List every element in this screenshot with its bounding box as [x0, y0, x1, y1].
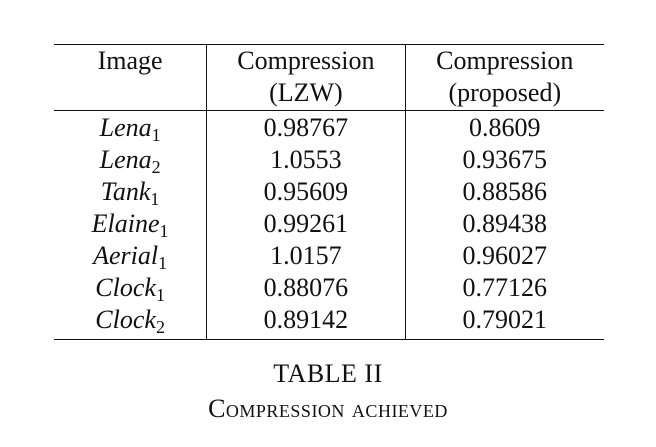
header-proposed: Compression (proposed)	[404, 44, 604, 111]
image-name: Lena	[99, 113, 152, 142]
image-name: Elaine	[91, 209, 160, 238]
image-name-cell: Aerial1	[54, 240, 207, 272]
header-image: Image	[54, 45, 207, 111]
header-lzw-line1: Compression	[237, 46, 375, 75]
table-caption: Compression achieved	[208, 394, 448, 423]
header-proposed-line2: (proposed)	[448, 78, 562, 107]
image-index: 1	[159, 221, 169, 241]
header-proposed-line1: Compression	[436, 46, 574, 75]
table-number: TABLE II	[273, 359, 383, 388]
header-row: Image Compression (LZW) Compression (pro…	[54, 44, 604, 111]
proposed-value-cell: 0.96027	[404, 240, 604, 272]
image-name: Aerial	[93, 241, 159, 270]
image-name-cell: Elaine1	[54, 208, 207, 240]
compression-table: Image Compression (LZW) Compression (pro…	[54, 44, 604, 340]
lzw-value-cell: 1.0553	[206, 144, 406, 176]
header-image-line1: Image	[97, 46, 163, 75]
table-row: Lena1 0.98767 0.8609	[54, 110, 604, 145]
header-lzw-line2: (LZW)	[269, 78, 343, 107]
lzw-value-cell: 0.98767	[206, 110, 406, 144]
image-index: 1	[158, 253, 168, 273]
image-name-cell: Clock2	[54, 304, 207, 340]
image-name: Clock	[95, 305, 156, 334]
proposed-value-cell: 0.79021	[404, 304, 604, 340]
image-name-cell: Lena2	[54, 144, 207, 176]
image-index: 1	[151, 125, 161, 145]
lzw-value-cell: 0.99261	[206, 208, 406, 240]
image-name-cell: Clock1	[54, 272, 207, 304]
image-name-cell: Lena1	[54, 111, 207, 145]
image-name: Tank	[100, 177, 151, 206]
proposed-value-cell: 0.89438	[404, 208, 604, 240]
image-index: 2	[151, 157, 161, 177]
lzw-value-cell: 1.0157	[206, 240, 406, 272]
lzw-value-cell: 0.88076	[206, 272, 406, 304]
compression-table-container: Image Compression (LZW) Compression (pro…	[54, 44, 604, 340]
image-index: 2	[155, 317, 165, 337]
image-name-cell: Tank1	[54, 176, 207, 208]
image-index: 1	[150, 189, 160, 209]
table-row: Tank1 0.95609 0.88586	[54, 176, 604, 208]
table-row: Lena2 1.0553 0.93675	[54, 144, 604, 176]
proposed-value-cell: 0.88586	[404, 176, 604, 208]
table-body: Lena1 0.98767 0.8609 Lena2 1.0553 0.93675 Tank…	[54, 110, 604, 340]
table-row: Clock1 0.88076 0.77126	[54, 272, 604, 304]
image-name: Lena	[99, 145, 152, 174]
proposed-value-cell: 0.8609	[404, 110, 604, 144]
image-index: 1	[155, 285, 165, 305]
proposed-value-cell: 0.77126	[404, 272, 604, 304]
lzw-value-cell: 0.89142	[206, 304, 406, 340]
lzw-value-cell: 0.95609	[206, 176, 406, 208]
table-row: Clock2 0.89142 0.79021	[54, 304, 604, 340]
table-row: Elaine1 0.99261 0.89438	[54, 208, 604, 240]
table-row: Aerial1 1.0157 0.96027	[54, 240, 604, 272]
image-name: Clock	[95, 273, 156, 302]
table-header: Image Compression (LZW) Compression (pro…	[54, 44, 604, 111]
proposed-value-cell: 0.93675	[404, 144, 604, 176]
header-lzw: Compression (LZW)	[206, 44, 406, 111]
